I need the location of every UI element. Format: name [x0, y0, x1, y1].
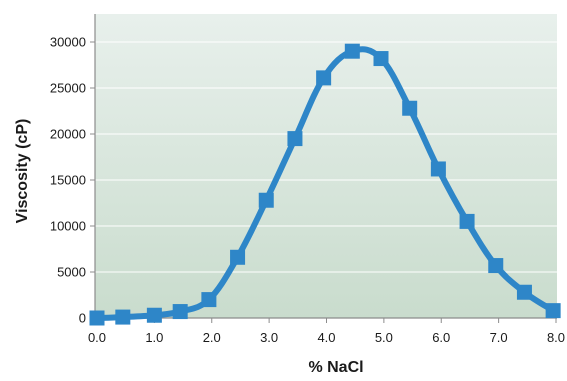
x-axis-title: % NaCl	[308, 359, 363, 376]
x-tick-label: 8.0	[547, 330, 565, 345]
y-tick-label: 0	[79, 311, 86, 326]
data-point-marker	[516, 284, 532, 300]
gridlines	[95, 41, 557, 273]
y-tick-label: 15000	[50, 173, 86, 188]
data-point-marker	[115, 309, 131, 325]
y-tick-label: 5000	[57, 265, 86, 280]
data-point-marker	[402, 100, 418, 116]
y-tick-label: 30000	[50, 35, 86, 50]
x-tick-label: 1.0	[145, 330, 163, 345]
data-point-marker	[488, 258, 504, 274]
data-point-marker	[172, 304, 188, 320]
data-point-marker	[230, 249, 246, 265]
data-point-marker	[258, 192, 274, 208]
data-point-marker	[459, 213, 475, 229]
x-tick-label: 6.0	[432, 330, 450, 345]
data-point-marker	[146, 307, 162, 323]
y-tick-label: 20000	[50, 127, 86, 142]
tick-labels: 0 5000 10000 15000 20000 25000 30000 0.0 1.0 2.0 3…	[50, 35, 565, 346]
data-point-marker	[373, 51, 389, 67]
data-point-marker	[545, 303, 561, 319]
x-tick-label: 2.0	[203, 330, 221, 345]
x-tick-label: 3.0	[260, 330, 278, 345]
data-point-marker	[344, 43, 360, 59]
y-tick-label: 25000	[50, 81, 86, 96]
data-point-marker	[430, 161, 446, 177]
y-tick-label: 10000	[50, 219, 86, 234]
data-point-marker	[287, 131, 303, 147]
data-point-marker	[201, 292, 217, 308]
x-tick-label: 0.0	[88, 330, 106, 345]
data-point-marker	[316, 70, 332, 86]
data-point-marker	[89, 310, 105, 326]
x-tick-label: 4.0	[317, 330, 335, 345]
x-tick-label: 7.0	[490, 330, 508, 345]
y-axis-title: Viscosity (cP)	[14, 119, 31, 224]
plot-area	[95, 14, 557, 318]
series-layer	[89, 43, 561, 326]
x-tick-label: 5.0	[375, 330, 393, 345]
